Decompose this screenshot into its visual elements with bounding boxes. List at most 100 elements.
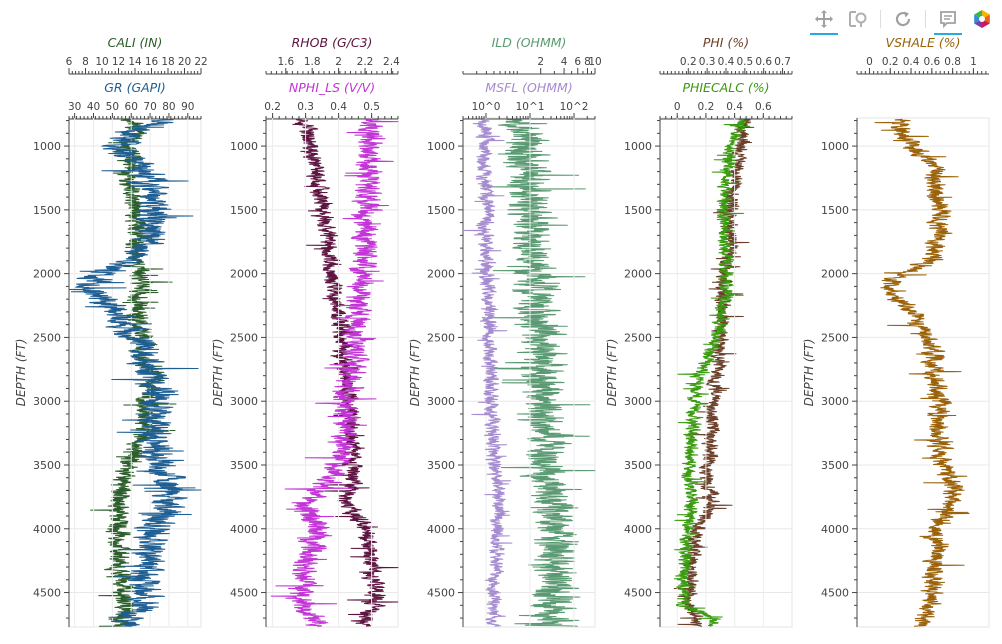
x-tick-label: 0.4 <box>903 56 920 68</box>
plot-area[interactable] <box>68 117 202 628</box>
ild-axis-title: ILD (OHMM) <box>492 35 567 50</box>
reset-icon <box>895 11 911 27</box>
pan-tool[interactable] <box>810 7 838 35</box>
y-tick-label: 3000 <box>821 395 849 408</box>
y-tick-label: 3000 <box>427 395 455 408</box>
y-axis-label: DEPTH (FT) <box>408 339 422 407</box>
x-tick-label: 0.6 <box>755 56 772 68</box>
hover-tool[interactable] <box>934 7 962 35</box>
phi-curve[interactable] <box>673 118 755 627</box>
x-tick-label: 16 <box>145 56 159 68</box>
msfl-curve[interactable] <box>462 118 513 627</box>
y-tick-label: 1500 <box>821 204 849 217</box>
x-tick-label: 20 <box>178 56 191 68</box>
y-tick-label: 1000 <box>427 140 455 153</box>
x-tick-label: 0.2 <box>882 56 899 68</box>
vshale-axis-title: VSHALE (%) <box>886 35 961 50</box>
x-tick-label: 2.2 <box>357 56 374 68</box>
y-tick-label: 2000 <box>427 268 455 281</box>
y-tick-label: 1000 <box>33 140 61 153</box>
x-tick-label: 0.2 <box>698 101 715 113</box>
msfl-axis-title: MSFL (OHMM) <box>485 80 572 95</box>
vshale-curve[interactable] <box>874 118 970 627</box>
plot-area[interactable] <box>856 117 990 628</box>
x-tick-label: 8 <box>584 56 591 68</box>
x-tick-label: 1 <box>970 56 977 68</box>
y-tick-label: 2000 <box>33 268 61 281</box>
x-tick-label: 0.2 <box>264 101 281 113</box>
nphi_ls-curve[interactable] <box>270 118 399 627</box>
x-tick-label: 0.7 <box>774 56 791 68</box>
x-tick-label: 1.6 <box>277 56 294 68</box>
y-tick-label: 1500 <box>624 204 652 217</box>
x-tick-label: 80 <box>162 101 175 113</box>
gr-axis-title: GR (GAPI) <box>104 80 166 95</box>
phiecalc-curve[interactable] <box>673 118 751 627</box>
gr-curve[interactable] <box>68 118 202 627</box>
x-tick-label: 8 <box>82 56 89 68</box>
reset-tool[interactable] <box>891 7 915 31</box>
toolbar <box>810 6 994 35</box>
toolbar-separator <box>925 10 926 28</box>
y-axis-label: DEPTH (FT) <box>802 339 816 407</box>
x-tick-label: 0.4 <box>718 56 735 68</box>
x-tick-label: 60 <box>125 101 138 113</box>
y-tick-label: 2500 <box>624 331 652 344</box>
hover-tooltip-icon <box>940 11 956 29</box>
track-2: 1000 1500 2000 2500 3000 3500 4000 4500 DEPTH (F… <box>211 35 400 628</box>
bokeh-logo[interactable] <box>970 7 994 31</box>
x-tick-label: 2.4 <box>383 56 400 68</box>
x-tick-label: 0.4 <box>330 101 347 113</box>
x-tick-label: 40 <box>87 101 100 113</box>
y-tick-label: 2500 <box>821 331 849 344</box>
x-tick-label: 10 <box>588 56 601 68</box>
y-tick-label: 4000 <box>230 523 258 536</box>
rhob-axis-title: RHOB (G/C3) <box>292 35 373 50</box>
x-tick-label: 10 <box>95 56 108 68</box>
y-tick-label: 3500 <box>33 459 61 472</box>
y-tick-label: 2000 <box>624 268 652 281</box>
x-tick-label: 50 <box>106 101 119 113</box>
nphi_ls-axis-title: NPHI_LS (V/V) <box>289 80 375 95</box>
y-tick-label: 2000 <box>230 268 258 281</box>
y-axis-label: DEPTH (FT) <box>605 339 619 407</box>
y-tick-label: 2500 <box>230 331 258 344</box>
y-tick-label: 4000 <box>821 523 849 536</box>
y-tick-label: 1500 <box>33 204 61 217</box>
phi-axis-title: PHI (%) <box>703 35 749 50</box>
y-tick-label: 3500 <box>821 459 849 472</box>
x-tick-label: 6 <box>66 56 73 68</box>
y-tick-label: 4500 <box>821 587 849 600</box>
x-tick-label: 0.2 <box>680 56 697 68</box>
plot-area[interactable] <box>265 117 399 628</box>
x-tick-label: 12 <box>112 56 125 68</box>
y-tick-label: 3500 <box>624 459 652 472</box>
x-tick-label: 2 <box>537 56 544 68</box>
x-tick-label: 10^2 <box>560 101 589 113</box>
x-tick-label: 70 <box>143 101 156 113</box>
x-tick-label: 0.8 <box>944 56 961 68</box>
y-tick-label: 4500 <box>33 587 61 600</box>
cali-curve[interactable] <box>90 118 177 627</box>
toolbar-separator <box>880 10 881 28</box>
y-tick-label: 1000 <box>230 140 258 153</box>
track-3: 1000 1500 2000 2500 3000 3500 4000 4500 DEPTH (F… <box>408 35 602 628</box>
cali-axis-title: CALI (IN) <box>108 35 163 50</box>
y-tick-label: 4000 <box>427 523 455 536</box>
phiecalc-axis-title: PHIECALC (%) <box>682 80 769 95</box>
box-zoom-tool[interactable] <box>846 7 870 31</box>
y-tick-label: 1000 <box>624 140 652 153</box>
y-tick-label: 1000 <box>821 140 849 153</box>
x-tick-label: 0 <box>866 56 873 68</box>
y-tick-label: 4000 <box>624 523 652 536</box>
x-tick-label: 6 <box>574 56 581 68</box>
x-tick-label: 0.5 <box>737 56 754 68</box>
pan-icon <box>815 10 833 28</box>
y-tick-label: 3500 <box>230 459 258 472</box>
ild-curve[interactable] <box>481 118 596 627</box>
rhob-curve[interactable] <box>292 118 399 627</box>
x-tick-label: 22 <box>194 56 207 68</box>
y-axis-label: DEPTH (FT) <box>211 339 225 407</box>
x-tick-label: 0.6 <box>923 56 940 68</box>
